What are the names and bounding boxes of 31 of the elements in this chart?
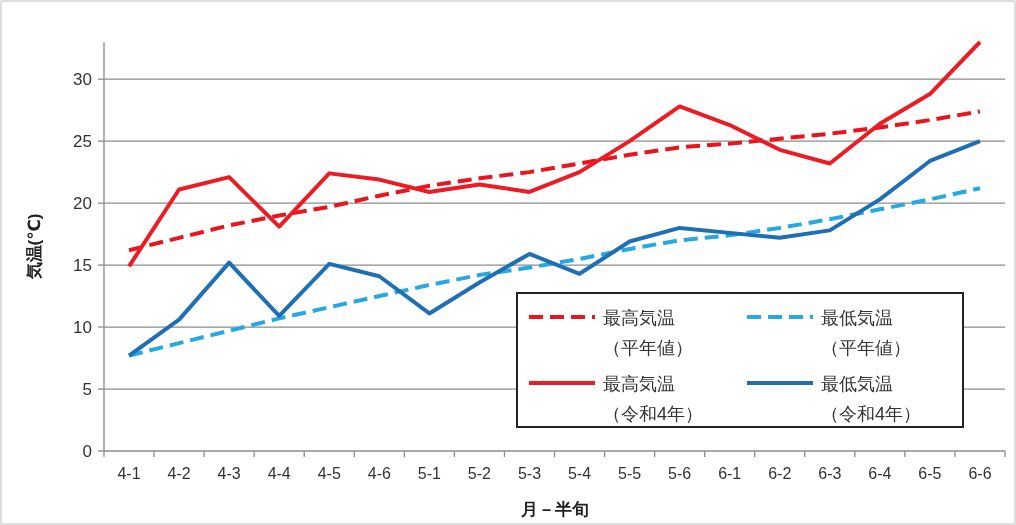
y-tick-label: 30 [73,70,92,90]
x-tick-label: 6-3 [818,465,842,482]
x-tick-label: 5-2 [467,465,492,482]
x-tick-label: 4-2 [167,465,191,482]
x-tick-label: 5-4 [567,465,592,482]
x-tick-label: 5-1 [417,465,442,482]
x-tick-label: 4-6 [367,465,391,482]
y-axis-title: 気温(℃) [25,213,44,281]
y-tick-label: 5 [82,380,92,400]
x-tick-label: 4-1 [117,465,141,482]
x-tick-label: 6-5 [918,465,942,482]
legend-label: 最低気温（令和4年） [821,374,922,424]
y-tick-label: 20 [73,194,92,214]
legend-label: 最高気温（平年値） [603,308,693,358]
x-tick-label: 5-3 [517,465,542,482]
x-axis-title: 月－半旬 [519,500,589,519]
x-tick-label: 6-6 [968,465,992,482]
legend-label: 最低気温（平年値） [821,308,911,358]
x-tick-label: 5-6 [668,465,692,482]
x-tick-label: 6-4 [868,465,892,482]
x-tick-label: 6-1 [718,465,742,482]
x-tick-label: 4-4 [267,465,291,482]
y-tick-label: 25 [73,132,92,152]
x-tick-label: 5-5 [618,465,642,482]
x-tick-label: 6-2 [768,465,792,482]
legend-label: 最高気温（令和4年） [603,374,704,424]
x-tick-label: 4-3 [217,465,241,482]
y-tick-label: 10 [73,318,92,338]
y-tick-label: 0 [82,442,92,461]
y-tick-label: 15 [73,256,92,276]
x-tick-label: 4-5 [317,465,341,482]
